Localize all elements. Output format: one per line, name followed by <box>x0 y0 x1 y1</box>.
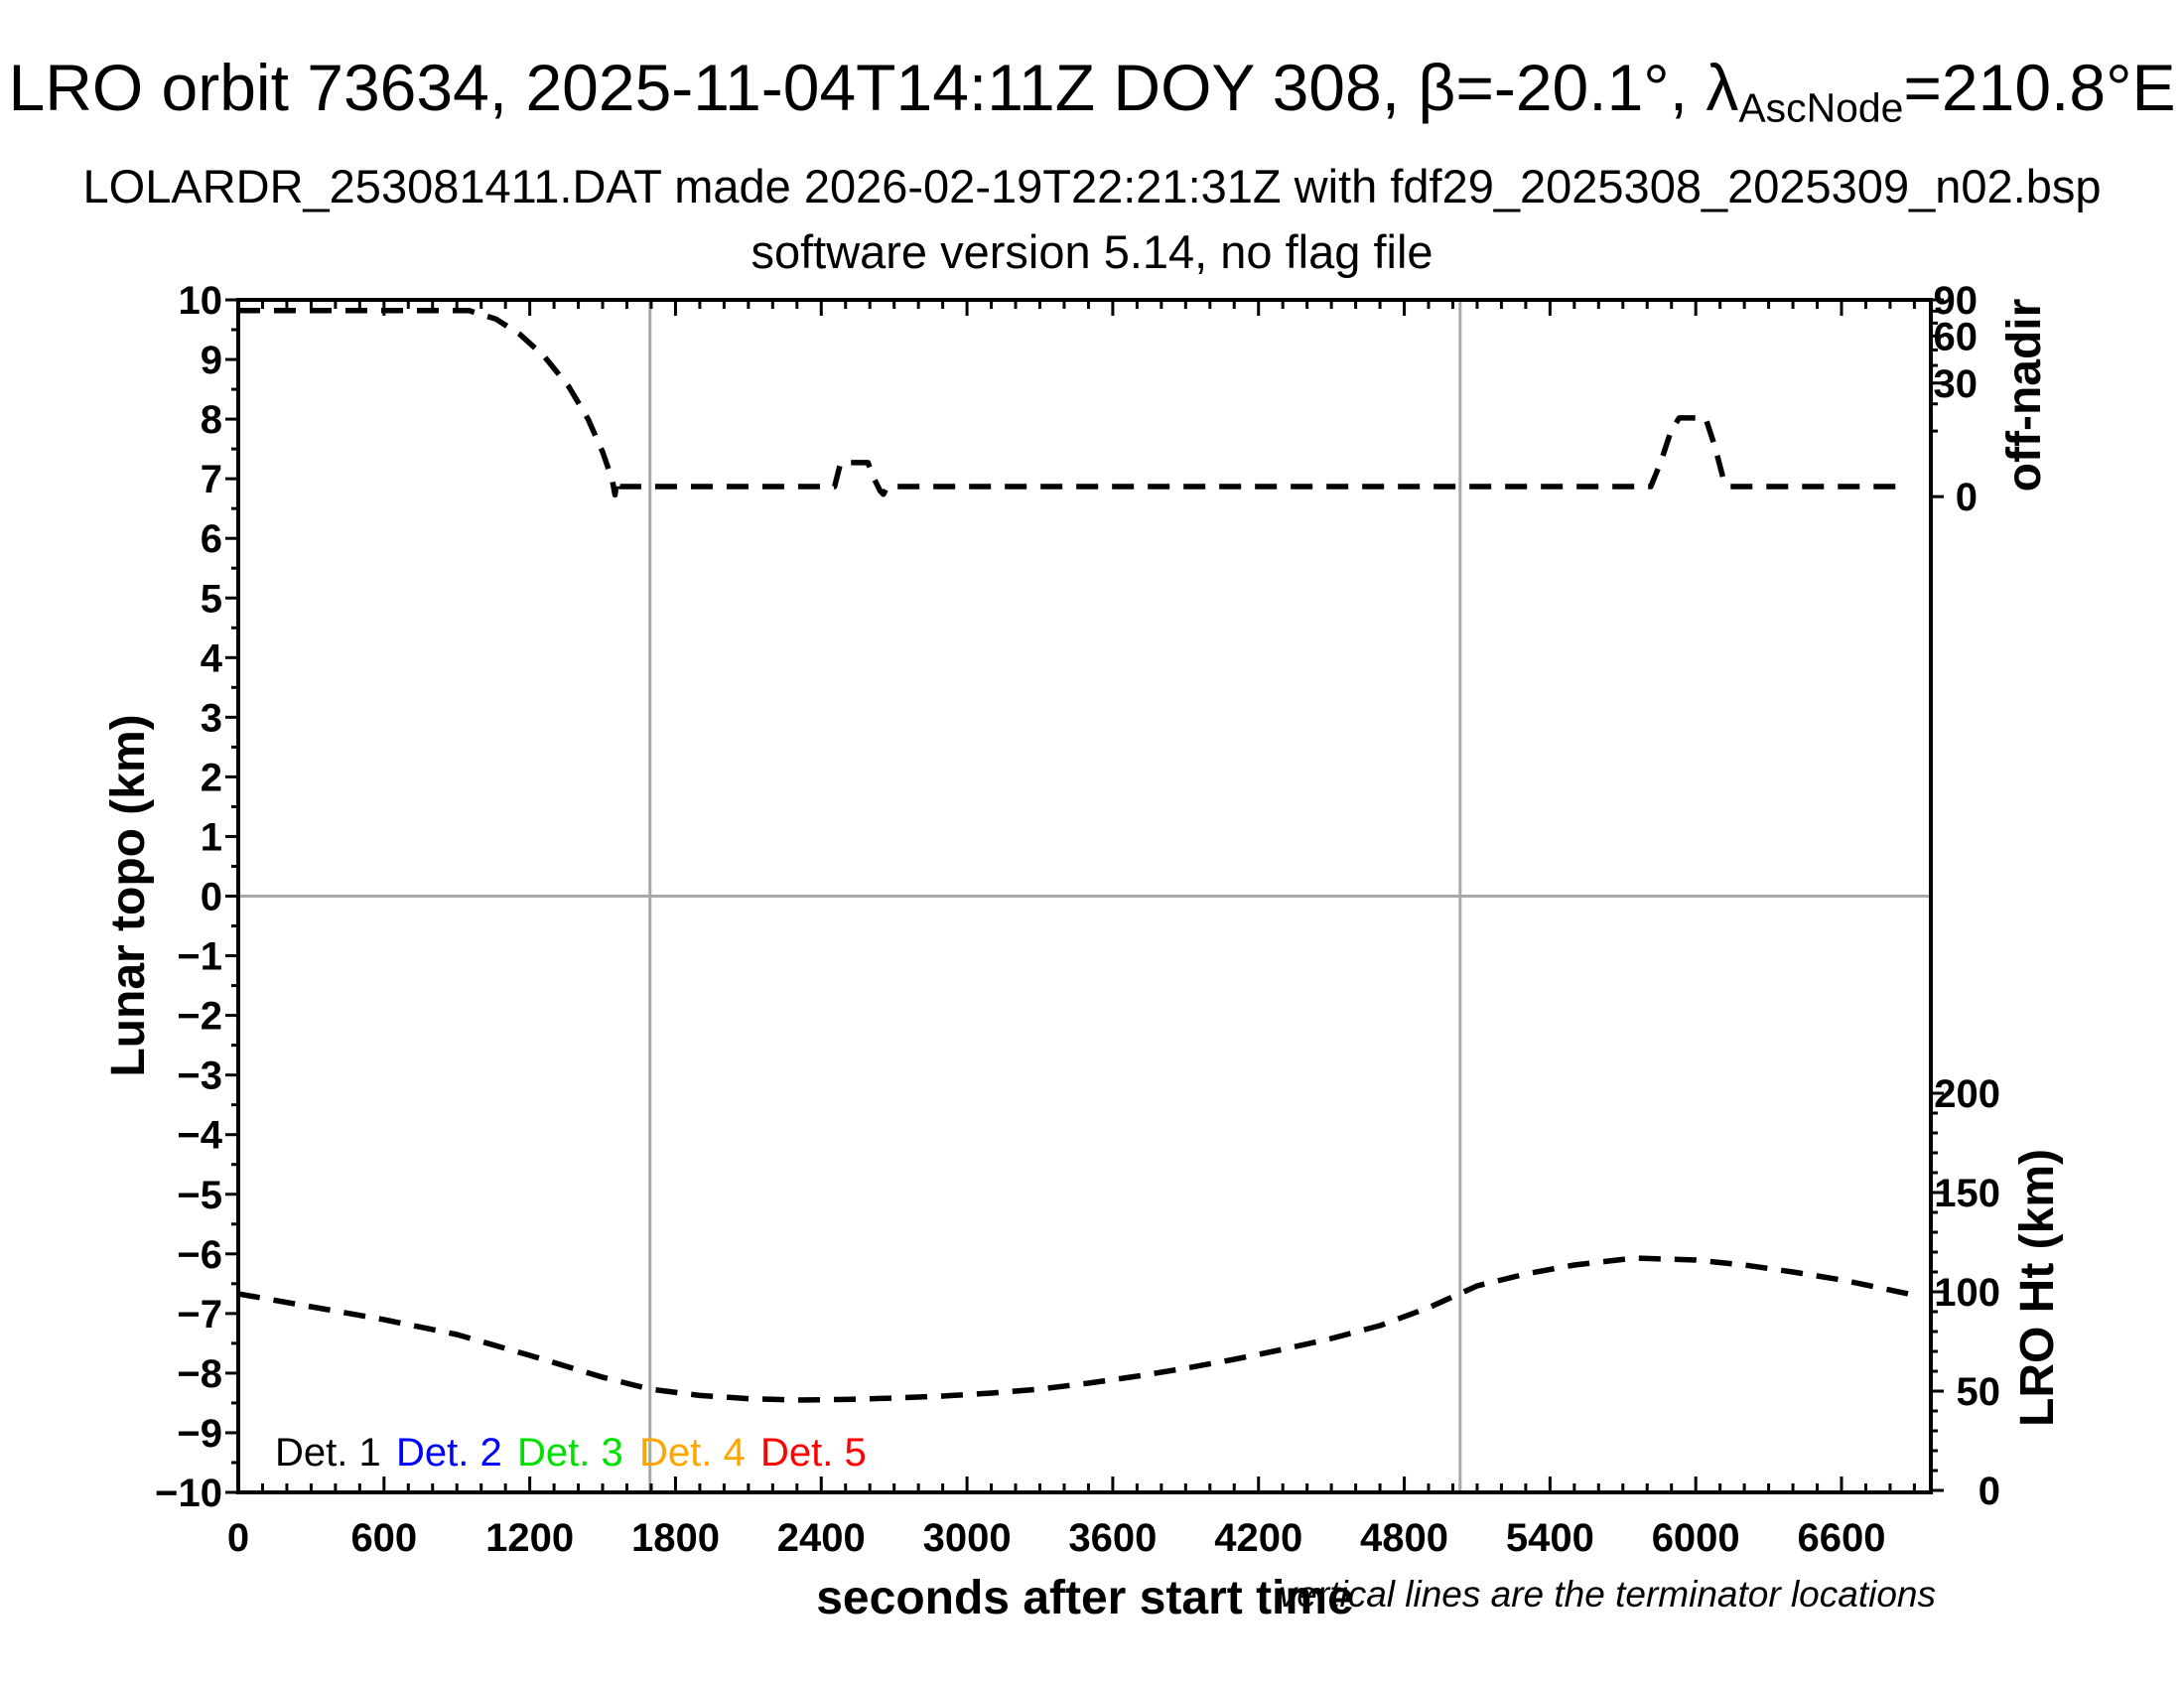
lro-ht-tick-label: 100 <box>1934 1271 2000 1315</box>
y-tick-label: −10 <box>155 1472 222 1515</box>
y-tick-label: 5 <box>201 577 222 621</box>
x-tick-label: 3000 <box>923 1516 1012 1560</box>
terminator-note: vertical lines are the terminator locati… <box>1279 1574 1936 1615</box>
reference-lines <box>238 300 1931 1492</box>
x-tick-label: 2400 <box>777 1516 866 1560</box>
y-tick-label: 4 <box>201 636 223 680</box>
off-nadir-tick-label: 90 <box>1934 279 1979 323</box>
legend-det-2: Det. 2 <box>396 1431 502 1475</box>
x-tick-label: 3600 <box>1068 1516 1157 1560</box>
y-tick-label: 9 <box>201 339 222 382</box>
y-tick-label: −4 <box>177 1114 222 1158</box>
x-tick-label: 4800 <box>1360 1516 1448 1560</box>
off-nadir-tick-label: 0 <box>1956 476 1978 519</box>
data-curves <box>237 308 1909 1403</box>
y-tick-label: −5 <box>177 1174 222 1217</box>
y-tick-label: 2 <box>201 756 222 799</box>
x-tick-label: 5400 <box>1506 1516 1594 1560</box>
legend-det-3: Det. 3 <box>517 1431 623 1475</box>
legend-det-1: Det. 1 <box>275 1431 381 1475</box>
y-tick-label: 10 <box>179 279 223 323</box>
x-tick-label: 6600 <box>1798 1516 1886 1560</box>
y-tick-label: −3 <box>177 1055 222 1098</box>
y-tick-label: 0 <box>201 876 222 919</box>
lro-ht-tick-label: 50 <box>1957 1370 2001 1414</box>
off-nadir-tick-label: 60 <box>1934 315 1979 358</box>
lro-ht-tick-label: 0 <box>1979 1470 2000 1513</box>
lro-height-curve <box>237 1255 1909 1403</box>
plot-title: LRO orbit 73634, 2025-11-04T14:11Z DOY 3… <box>0 50 2184 131</box>
y-tick-label: −8 <box>177 1352 222 1396</box>
x-tick-label: 6000 <box>1652 1516 1740 1560</box>
lro-ht-tick-label: 200 <box>1934 1072 2000 1116</box>
y-tick-label: −2 <box>177 995 222 1039</box>
y-tick-label: 8 <box>201 398 222 442</box>
y-tick-label: 3 <box>201 696 222 740</box>
left-y-axis-title: Lunar topo (km) <box>102 714 155 1076</box>
x-tick-label: 1800 <box>631 1516 720 1560</box>
plot-subtitle-filename: LOLARDR_253081411.DAT made 2026-02-19T22… <box>82 160 2102 212</box>
title-lambda-subscript: AscNode <box>1738 84 1904 131</box>
x-tick-label: 1200 <box>485 1516 574 1560</box>
y-tick-label: −1 <box>177 935 222 979</box>
y-tick-label: −9 <box>177 1412 222 1456</box>
legend-det-5: Det. 5 <box>760 1431 867 1475</box>
y-tick-label: 7 <box>201 458 222 501</box>
x-tick-label: 600 <box>350 1516 417 1560</box>
off-nadir-tick-label: 30 <box>1934 362 1979 406</box>
x-axis-title: seconds after start time <box>816 1572 1354 1624</box>
lro-height-axis-title: LRO Ht (km) <box>2011 1149 2064 1427</box>
lro-ht-tick-label: 150 <box>1934 1172 2000 1215</box>
title-main: LRO orbit 73634, 2025-11-04T14:11Z DOY 3… <box>8 51 1739 124</box>
legend-det-4: Det. 4 <box>639 1431 746 1475</box>
off-nadir-curve <box>238 308 1903 498</box>
title-tail: =210.8°E <box>1903 51 2176 124</box>
y-tick-label: 1 <box>201 815 222 859</box>
y-tick-label: −7 <box>177 1293 222 1336</box>
x-tick-label: 0 <box>227 1516 249 1560</box>
x-tick-label: 4200 <box>1214 1516 1302 1560</box>
y-tick-label: −6 <box>177 1233 222 1277</box>
plot-subtitle-software: software version 5.14, no flag file <box>751 225 1433 278</box>
off-nadir-axis-title: off-nadir <box>1998 299 2051 492</box>
axes-and-ticks: 0 600 1200 1800 2400 3000 3600 4200 4800 5400 6000… <box>155 279 2000 1560</box>
y-tick-label: 6 <box>201 517 222 561</box>
